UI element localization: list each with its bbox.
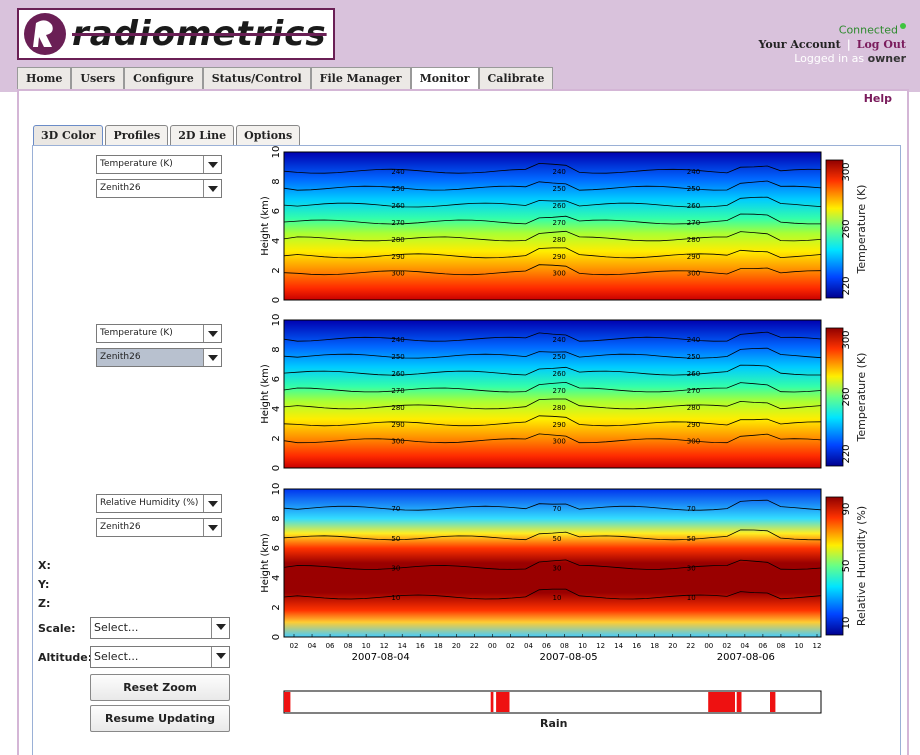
radiometrics-logo: radiometrics (17, 8, 335, 60)
plot1-angle-select[interactable]: Zenith26 (96, 179, 222, 198)
chevron-down-icon[interactable] (203, 325, 221, 342)
subtab-options[interactable]: Options (236, 125, 301, 146)
chevron-down-icon[interactable] (203, 349, 221, 366)
reset-zoom-button[interactable]: Reset Zoom (90, 674, 230, 701)
scale-select[interactable]: Select... (90, 617, 230, 639)
log-out-link[interactable]: Log Out (856, 37, 906, 51)
plot1-variable-value: Temperature (K) (100, 159, 173, 169)
your-account-link[interactable]: Your Account (758, 37, 841, 51)
chevron-down-icon[interactable] (211, 647, 229, 667)
main-nav: Home Users Configure Status/Control File… (17, 67, 554, 91)
z-readout-label: Z: (38, 597, 51, 610)
scale-label: Scale: (38, 622, 76, 635)
altitude-select[interactable]: Select... (90, 646, 230, 668)
altitude-value: Select... (94, 650, 139, 663)
plot3-angle-value: Zenith26 (100, 522, 141, 532)
plot2-angle-value: Zenith26 (100, 352, 141, 362)
resume-updating-button[interactable]: Resume Updating (90, 705, 230, 732)
chevron-down-icon[interactable] (203, 495, 221, 512)
plot2-variable-value: Temperature (K) (100, 328, 173, 338)
nav-tab-users[interactable]: Users (71, 67, 125, 89)
plot1-angle-value: Zenith26 (100, 183, 141, 193)
chevron-down-icon[interactable] (211, 618, 229, 638)
nav-tab-monitor[interactable]: Monitor (410, 67, 479, 91)
plot3-variable-value: Relative Humidity (%) (100, 498, 199, 508)
nav-tab-configure[interactable]: Configure (124, 67, 203, 89)
chevron-down-icon[interactable] (203, 156, 221, 173)
nav-tab-calibrate[interactable]: Calibrate (478, 67, 554, 89)
scale-value: Select... (94, 621, 139, 634)
logged-in-user: owner (867, 51, 906, 65)
plot1-variable-select[interactable]: Temperature (K) (96, 155, 222, 174)
rain-label: Rain (540, 717, 568, 730)
connection-status: Connected Your Account | Log Out Logged in… (759, 23, 906, 66)
monitor-subtabs: 3D Color Profiles 2D Line Options (33, 125, 302, 146)
x-readout-label: X: (38, 559, 51, 572)
subtab-2d-line[interactable]: 2D Line (170, 125, 235, 146)
subtab-3d-color[interactable]: 3D Color (33, 125, 104, 146)
plot2-variable-select[interactable]: Temperature (K) (96, 324, 222, 343)
altitude-label: Altitude: (38, 651, 93, 664)
plot3-angle-select[interactable]: Zenith26 (96, 518, 222, 537)
subtab-profiles[interactable]: Profiles (105, 125, 169, 146)
separator: | (846, 37, 851, 51)
nav-tab-status-control[interactable]: Status/Control (202, 67, 311, 89)
logo-mark-icon (24, 13, 66, 55)
plot-panel (32, 145, 901, 755)
connected-text: Connected (838, 23, 898, 37)
connected-dot-icon (900, 23, 906, 29)
chevron-down-icon[interactable] (203, 519, 221, 536)
logged-in-label: Logged in as (794, 51, 865, 65)
nav-tab-home[interactable]: Home (17, 67, 72, 89)
help-link[interactable]: Help (863, 92, 892, 105)
chevron-down-icon[interactable] (203, 180, 221, 197)
plot3-variable-select[interactable]: Relative Humidity (%) (96, 494, 222, 513)
header-bar: radiometrics Connected Your Account | Log … (0, 0, 920, 92)
nav-tab-file-manager[interactable]: File Manager (310, 67, 411, 89)
plot2-angle-select[interactable]: Zenith26 (96, 348, 222, 367)
logo-text: radiometrics (72, 14, 327, 54)
y-readout-label: Y: (38, 578, 50, 591)
